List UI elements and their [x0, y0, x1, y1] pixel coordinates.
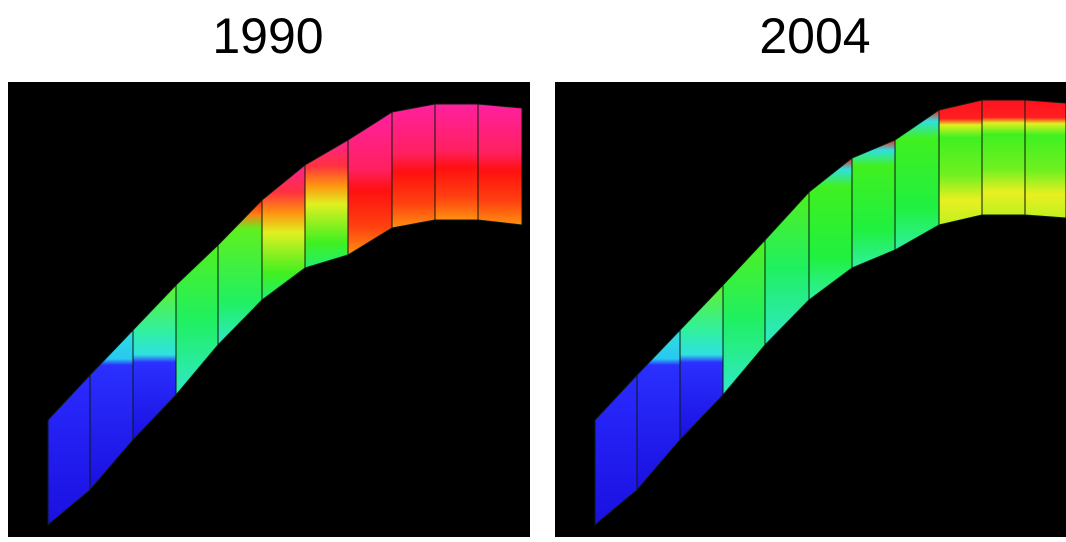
- panel-title: 1990: [212, 8, 323, 64]
- band-column: [1024, 99, 1066, 219]
- band-column: [391, 103, 436, 229]
- panel: [8, 82, 530, 537]
- band-column: [938, 99, 983, 226]
- band-column: [981, 99, 1026, 216]
- band-column: [851, 139, 896, 269]
- panel: [555, 82, 1066, 537]
- band-column: [477, 103, 523, 226]
- band-column: [434, 103, 479, 221]
- panel-title: 2004: [759, 8, 870, 64]
